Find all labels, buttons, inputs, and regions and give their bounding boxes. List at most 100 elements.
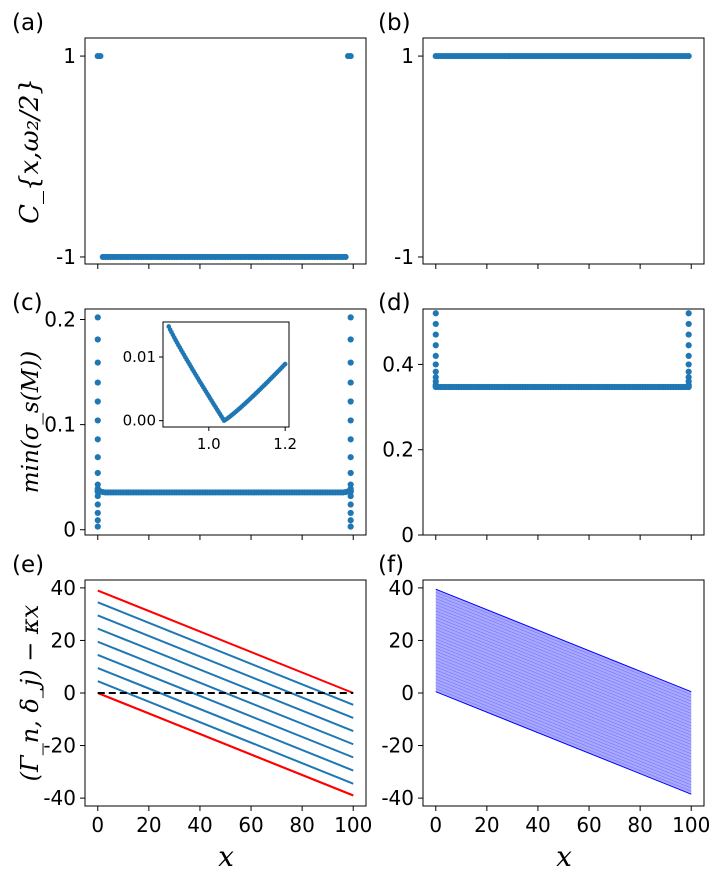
- band-line: [435, 669, 692, 773]
- x-tick-label: 100: [334, 813, 372, 837]
- y-tick-label: 20: [51, 628, 76, 652]
- y-tick-label: 0.2: [44, 308, 76, 332]
- band-line: [435, 598, 692, 702]
- blue-line: [97, 601, 354, 706]
- blue-line: [97, 653, 354, 759]
- y-tick-label: 0: [63, 518, 76, 542]
- data-point: [432, 383, 439, 390]
- data-point: [432, 342, 439, 349]
- y-tick-label: 0.2: [382, 438, 414, 462]
- data-point: [342, 253, 349, 261]
- data-point: [347, 314, 354, 321]
- band-line: [435, 613, 692, 717]
- inset-frame: [162, 321, 290, 428]
- series-c: [94, 314, 354, 530]
- data-point: [94, 359, 101, 366]
- band-line: [435, 632, 692, 736]
- band-line: [435, 626, 692, 730]
- band-line: [435, 595, 692, 699]
- data-point: [685, 331, 692, 338]
- band-line: [435, 651, 692, 754]
- band-line: [435, 635, 692, 739]
- band-line: [435, 616, 692, 720]
- band-fill: [435, 589, 692, 795]
- inset-x-tick-label: 1.2: [273, 435, 297, 453]
- band-line: [435, 592, 692, 695]
- inset-axes: 1.0 1.2 0.00 0.01: [123, 321, 297, 453]
- panel-label: (b): [378, 10, 411, 36]
- x-tick-label: 60: [576, 813, 601, 837]
- band-line: [435, 688, 692, 792]
- x-tick-label: 40: [187, 813, 212, 837]
- blue-line: [97, 667, 354, 772]
- band-line: [435, 660, 692, 764]
- data-point: [685, 310, 692, 317]
- y-axis-label: min(σ_s(M)): [18, 351, 44, 493]
- band-line: [435, 657, 692, 761]
- band-line: [435, 601, 692, 705]
- data-point: [685, 52, 692, 60]
- data-point: [94, 314, 101, 321]
- band-line: [435, 675, 692, 779]
- data-point: [94, 469, 101, 477]
- blue-line: [97, 627, 354, 733]
- axes-frame-1: -1 1 (a): [12, 10, 367, 269]
- data-point: [432, 361, 439, 368]
- x-tick-label: 60: [238, 813, 263, 837]
- x-tick-label: 0: [91, 813, 104, 837]
- y-tick-label: 40: [51, 576, 76, 600]
- band-line: [435, 648, 692, 751]
- data-point: [685, 320, 692, 328]
- band-line: [435, 654, 692, 758]
- x-tick-label: 100: [672, 813, 710, 837]
- y-tick-label: 0: [401, 681, 414, 705]
- data-point: [347, 379, 354, 386]
- band-edge: [435, 588, 692, 693]
- series-e: [97, 589, 354, 797]
- band-line: [435, 641, 692, 745]
- panel-label: (d): [378, 290, 411, 316]
- plot-frame: [84, 308, 367, 536]
- inset-x-tick-label: 1.0: [197, 435, 221, 453]
- band-line: [435, 663, 692, 767]
- inset-y-tick-label: 0.01: [123, 348, 156, 366]
- band-line: [435, 623, 692, 727]
- series-b: [432, 52, 692, 60]
- series-d: [432, 310, 692, 391]
- x-tick-label: 20: [136, 813, 161, 837]
- data-point: [347, 398, 354, 405]
- data-point: [432, 352, 439, 360]
- data-point: [94, 493, 101, 500]
- band-line: [435, 685, 692, 789]
- axes-frame-5: 0 20 40 60 80 100 -40 -20 0 20 40 (e): [12, 552, 372, 837]
- band-line: [435, 610, 692, 714]
- x-axis-label: x: [556, 840, 572, 873]
- band-line: [435, 672, 692, 776]
- panel-label: (f): [378, 552, 404, 578]
- data-point: [347, 436, 354, 443]
- x-tick-label: 80: [289, 813, 314, 837]
- panel-label: (e): [12, 552, 44, 578]
- x-tick-label: 20: [474, 813, 499, 837]
- band-line: [435, 682, 692, 786]
- y-tick-label: -40: [381, 786, 414, 810]
- data-point: [94, 454, 101, 461]
- data-point: [432, 368, 439, 375]
- band-line: [435, 679, 692, 782]
- data-point: [94, 509, 101, 517]
- plot-frame: [84, 37, 367, 265]
- data-point: [347, 501, 354, 508]
- data-point: [94, 501, 101, 508]
- data-point: [432, 331, 439, 338]
- blue-line: [97, 680, 354, 785]
- data-point: [432, 320, 439, 328]
- axes-frame-3: 0 0.1 0.2(c): [12, 290, 367, 542]
- series-a: [94, 52, 354, 261]
- y-tick-label: 0: [63, 681, 76, 705]
- data-point: [685, 383, 692, 390]
- data-point: [94, 417, 101, 424]
- data-point: [94, 336, 101, 343]
- y-axis-label: (Γ_n, δ_j) − κx: [16, 604, 44, 781]
- band-line: [435, 629, 692, 733]
- data-point: [94, 379, 101, 386]
